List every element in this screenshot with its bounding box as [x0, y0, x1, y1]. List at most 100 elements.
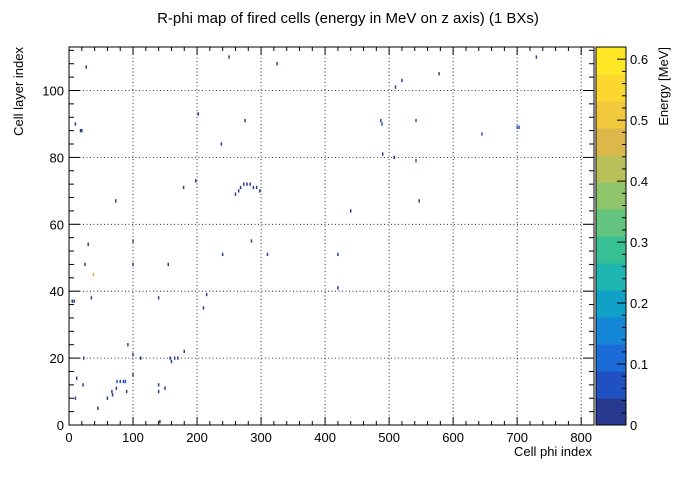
heatmap-cell: [415, 118, 417, 123]
heatmap-cell: [221, 252, 224, 257]
heatmap-cell: [81, 128, 83, 133]
z-tick-label: 0.4: [630, 174, 648, 189]
heatmap-cell: [250, 239, 253, 243]
heatmap-cell: [380, 118, 382, 123]
heatmap-cell: [125, 389, 128, 394]
x-tick-label: 300: [250, 430, 272, 445]
x-tick-label: 200: [186, 430, 208, 445]
x-axis: 0 100 200 300 400 500 600 700 800: [65, 47, 595, 445]
heatmap-cell: [116, 379, 118, 384]
heatmap-cell: [82, 383, 84, 387]
y-tick-label: 0: [57, 418, 64, 433]
heatmap-cell: [132, 373, 134, 377]
heatmap-cell: [159, 419, 161, 424]
heatmap-cell: [255, 185, 258, 190]
heatmap-cell: [115, 199, 117, 203]
heatmap-cell: [205, 292, 208, 297]
heatmap-cell: [381, 152, 384, 156]
heatmap-cell: [75, 376, 78, 380]
heatmap-cell: [252, 185, 255, 190]
palette-band: [596, 290, 626, 318]
heatmap-cell: [167, 262, 169, 267]
cells-layer: [71, 55, 538, 424]
y-axis-label: Cell layer index: [11, 47, 26, 136]
palette-band: [596, 47, 626, 75]
heatmap-cell: [132, 353, 134, 357]
x-tick-label: 100: [122, 430, 144, 445]
palette-band: [596, 155, 626, 183]
heatmap-cell: [111, 389, 113, 394]
x-tick-label: 0: [65, 430, 72, 445]
palette-band: [596, 209, 626, 237]
heatmap-cell: [195, 179, 197, 183]
y-axis: 0 20 40 60 80 100: [42, 49, 594, 433]
x-axis-label: Cell phi index: [514, 444, 593, 459]
palette-band: [596, 344, 626, 372]
heatmap-cell: [71, 299, 73, 303]
z-tick-label: 0.6: [630, 52, 648, 67]
heatmap-cell: [401, 78, 403, 83]
heatmap-cell: [276, 62, 278, 66]
heatmap-cell: [164, 386, 166, 390]
palette-band: [596, 371, 626, 399]
heatmap-cell: [438, 72, 440, 76]
heatmap-cell: [516, 125, 518, 129]
heatmap-cell: [220, 142, 223, 146]
heatmap-cell: [481, 132, 483, 136]
heatmap-cell: [79, 128, 82, 133]
heatmap-cell: [97, 406, 99, 410]
heatmap-cell: [394, 85, 397, 89]
heatmap-cell: [132, 262, 134, 267]
y-tick-label: 40: [50, 284, 64, 299]
x-tick-label: 700: [506, 430, 528, 445]
z-tick-label: 0.1: [630, 357, 648, 372]
y-tick-label: 60: [50, 217, 64, 232]
palette-band: [596, 398, 626, 426]
heatmap-cell: [518, 125, 520, 129]
heatmap-cell: [132, 239, 134, 243]
heatmap-cell: [115, 386, 118, 390]
x-tick-label: 400: [314, 430, 336, 445]
heatmap-cell: [73, 299, 75, 303]
heatmap-cell: [244, 118, 246, 123]
palette-band: [596, 236, 626, 264]
palette-frame: [595, 46, 627, 426]
heatmap-cell: [535, 55, 538, 59]
heatmap-cell: [87, 242, 89, 247]
heatmap-cell: [84, 262, 86, 267]
heatmap-cell: [415, 159, 417, 163]
heatmap-cell: [259, 189, 261, 193]
heatmap-cell: [122, 379, 125, 384]
heatmap-cell: [183, 349, 185, 354]
heatmap-cell: [119, 379, 121, 384]
heatmap-cell: [90, 296, 93, 300]
chart-title: R-phi map of fired cells (energy in MeV …: [157, 10, 539, 27]
heatmap-cell: [127, 343, 129, 347]
plot-frame: [68, 46, 595, 426]
heatmap-cell: [169, 356, 171, 360]
heatmap-cell: [243, 182, 245, 186]
heatmap-cell: [111, 393, 114, 397]
x-tick-label: 800: [570, 430, 592, 445]
heatmap-cell: [74, 396, 77, 400]
y-tick-label: 100: [42, 83, 64, 98]
heatmap-cell: [157, 383, 160, 387]
heatmap-cell: [237, 189, 240, 193]
heatmap-cell: [249, 182, 251, 186]
heatmap-cell: [157, 389, 160, 394]
heatmap-cell: [239, 185, 242, 190]
heatmap-cell: [170, 359, 173, 364]
heatmap-cell: [337, 286, 339, 290]
heatmap-cell: [202, 306, 205, 310]
palette-band: [596, 101, 626, 129]
palette-band: [596, 128, 626, 156]
heatmap-cell: [246, 182, 248, 186]
color-palette: [595, 46, 627, 426]
heatmap-cell: [393, 155, 395, 160]
heatmap-cell: [228, 55, 230, 59]
palette-band: [596, 74, 626, 102]
heatmap-cell: [124, 379, 127, 384]
heatmap-cell: [197, 112, 200, 116]
z-tick-label: 0: [630, 418, 637, 433]
